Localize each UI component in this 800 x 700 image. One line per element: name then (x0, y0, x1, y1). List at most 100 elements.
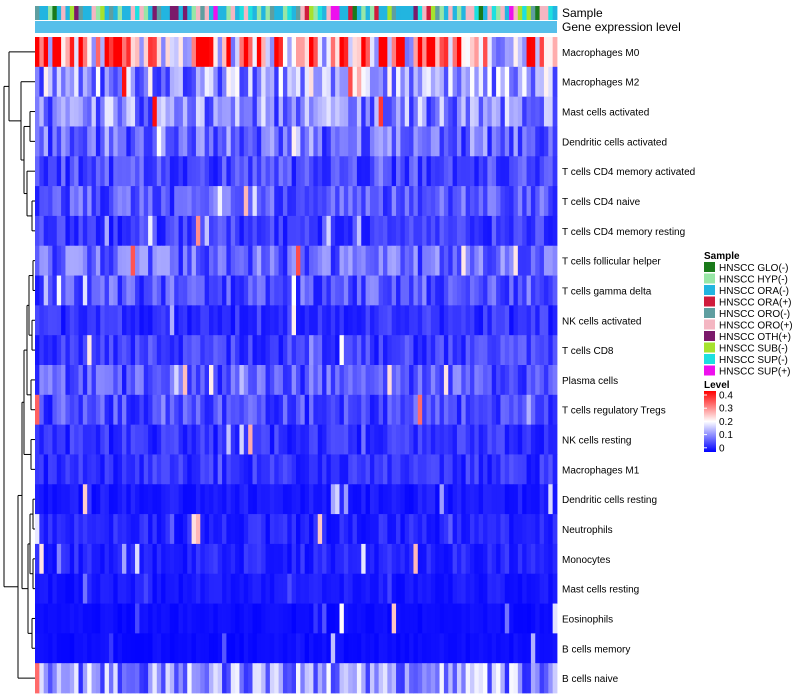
heatmap-cell (156, 424, 162, 455)
heatmap-cell (517, 454, 523, 485)
heatmap-cell (387, 66, 393, 98)
heatmap-cell (409, 633, 414, 664)
heatmap-cell (100, 365, 105, 396)
heatmap-cell (222, 335, 227, 366)
heatmap-cell (274, 215, 279, 247)
heatmap-cell (513, 66, 519, 98)
heatmap-cell (143, 156, 149, 187)
heatmap-cell (65, 215, 71, 247)
heatmap-cell (169, 573, 175, 604)
heatmap-cell (309, 603, 314, 634)
heatmap-cell (426, 126, 432, 157)
heatmap-cell (309, 96, 314, 127)
heatmap-cell (339, 394, 345, 426)
heatmap-cell (52, 215, 58, 247)
heatmap-cell (326, 305, 332, 336)
heatmap-cell (456, 215, 462, 247)
heatmap-cell (217, 484, 223, 515)
heatmap-cell (248, 394, 253, 426)
heatmap-cell (513, 454, 519, 485)
heatmap-cell (356, 424, 362, 455)
heatmap-cell (161, 275, 166, 306)
heatmap-cell (43, 454, 49, 485)
heatmap-cell (496, 573, 501, 604)
heatmap-cell (356, 96, 362, 127)
heatmap-cell (122, 305, 127, 336)
heatmap-cell (230, 633, 236, 664)
heatmap-cell (391, 96, 397, 127)
heatmap-cell (165, 215, 171, 247)
heatmap-cell (448, 603, 453, 634)
heatmap-cell (274, 543, 279, 575)
heatmap-cell (139, 215, 145, 247)
heatmap-cell (130, 514, 136, 545)
heatmap-cell (348, 335, 353, 366)
heatmap-cell (361, 215, 366, 247)
heatmap-cell (139, 186, 145, 217)
heatmap-cell (309, 543, 314, 575)
heatmap-cell (470, 424, 475, 455)
heatmap-cell (474, 156, 480, 187)
heatmap-cell (108, 365, 114, 396)
heatmap-cell (91, 543, 97, 575)
heatmap-cell (522, 305, 527, 336)
heatmap-cell (104, 394, 110, 426)
sample-annotation-cell (330, 6, 336, 20)
heatmap-cell (317, 96, 323, 127)
heatmap-cell (252, 96, 258, 127)
heatmap-cell (374, 37, 380, 68)
heatmap-cell (487, 96, 493, 127)
heatmap-cell (100, 37, 105, 68)
heatmap-cell (113, 305, 119, 336)
heatmap-cell (152, 156, 158, 187)
heatmap-cell (548, 454, 554, 485)
heatmap-cell (39, 275, 45, 306)
heatmap-cell (74, 543, 79, 575)
heatmap-cell (139, 275, 145, 306)
heatmap-cell (56, 66, 62, 98)
heatmap-cell (491, 484, 497, 515)
heatmap-cell (400, 156, 406, 187)
heatmap-cell (65, 186, 71, 217)
heatmap-cell (226, 156, 232, 187)
heatmap-cell (439, 335, 445, 366)
row-label: T cells CD4 memory resting (562, 227, 685, 238)
heatmap-cell (335, 275, 340, 306)
heatmap-cell (104, 365, 110, 396)
heatmap-cell (422, 96, 427, 127)
heatmap-cell (100, 603, 105, 634)
heatmap-cell (526, 633, 532, 664)
heatmap-cell (422, 335, 427, 366)
sample-annotation-cell (387, 6, 393, 20)
heatmap-cell (226, 215, 232, 247)
heatmap-cell (148, 186, 153, 217)
heatmap-cell (56, 37, 62, 68)
heatmap-cell (235, 126, 240, 157)
heatmap-cell (396, 543, 401, 575)
heatmap-cell (91, 156, 97, 187)
heatmap-cell (443, 514, 449, 545)
heatmap-cell (256, 186, 262, 217)
heatmap-cell (169, 215, 175, 247)
heatmap-cell (200, 96, 206, 127)
heatmap-cell (191, 215, 197, 247)
heatmap-cell (391, 335, 397, 366)
heatmap-cell (330, 484, 336, 515)
heatmap-cell (39, 215, 45, 247)
heatmap-cell (417, 156, 423, 187)
heatmap-cell (117, 484, 123, 515)
heatmap-cell (108, 573, 114, 604)
heatmap-cell (543, 96, 549, 127)
heatmap-cell (82, 156, 88, 187)
heatmap-cell (348, 126, 353, 157)
heatmap-cell (95, 305, 101, 336)
heatmap-cell (322, 543, 327, 575)
heatmap-cell (491, 305, 497, 336)
heatmap-cell (552, 633, 558, 664)
heatmap-cell (326, 126, 332, 157)
heatmap-cell (352, 603, 358, 634)
heatmap-cell (465, 573, 471, 604)
heatmap-cell (104, 96, 110, 127)
heatmap-cell (400, 37, 406, 68)
heatmap-cell (39, 424, 45, 455)
